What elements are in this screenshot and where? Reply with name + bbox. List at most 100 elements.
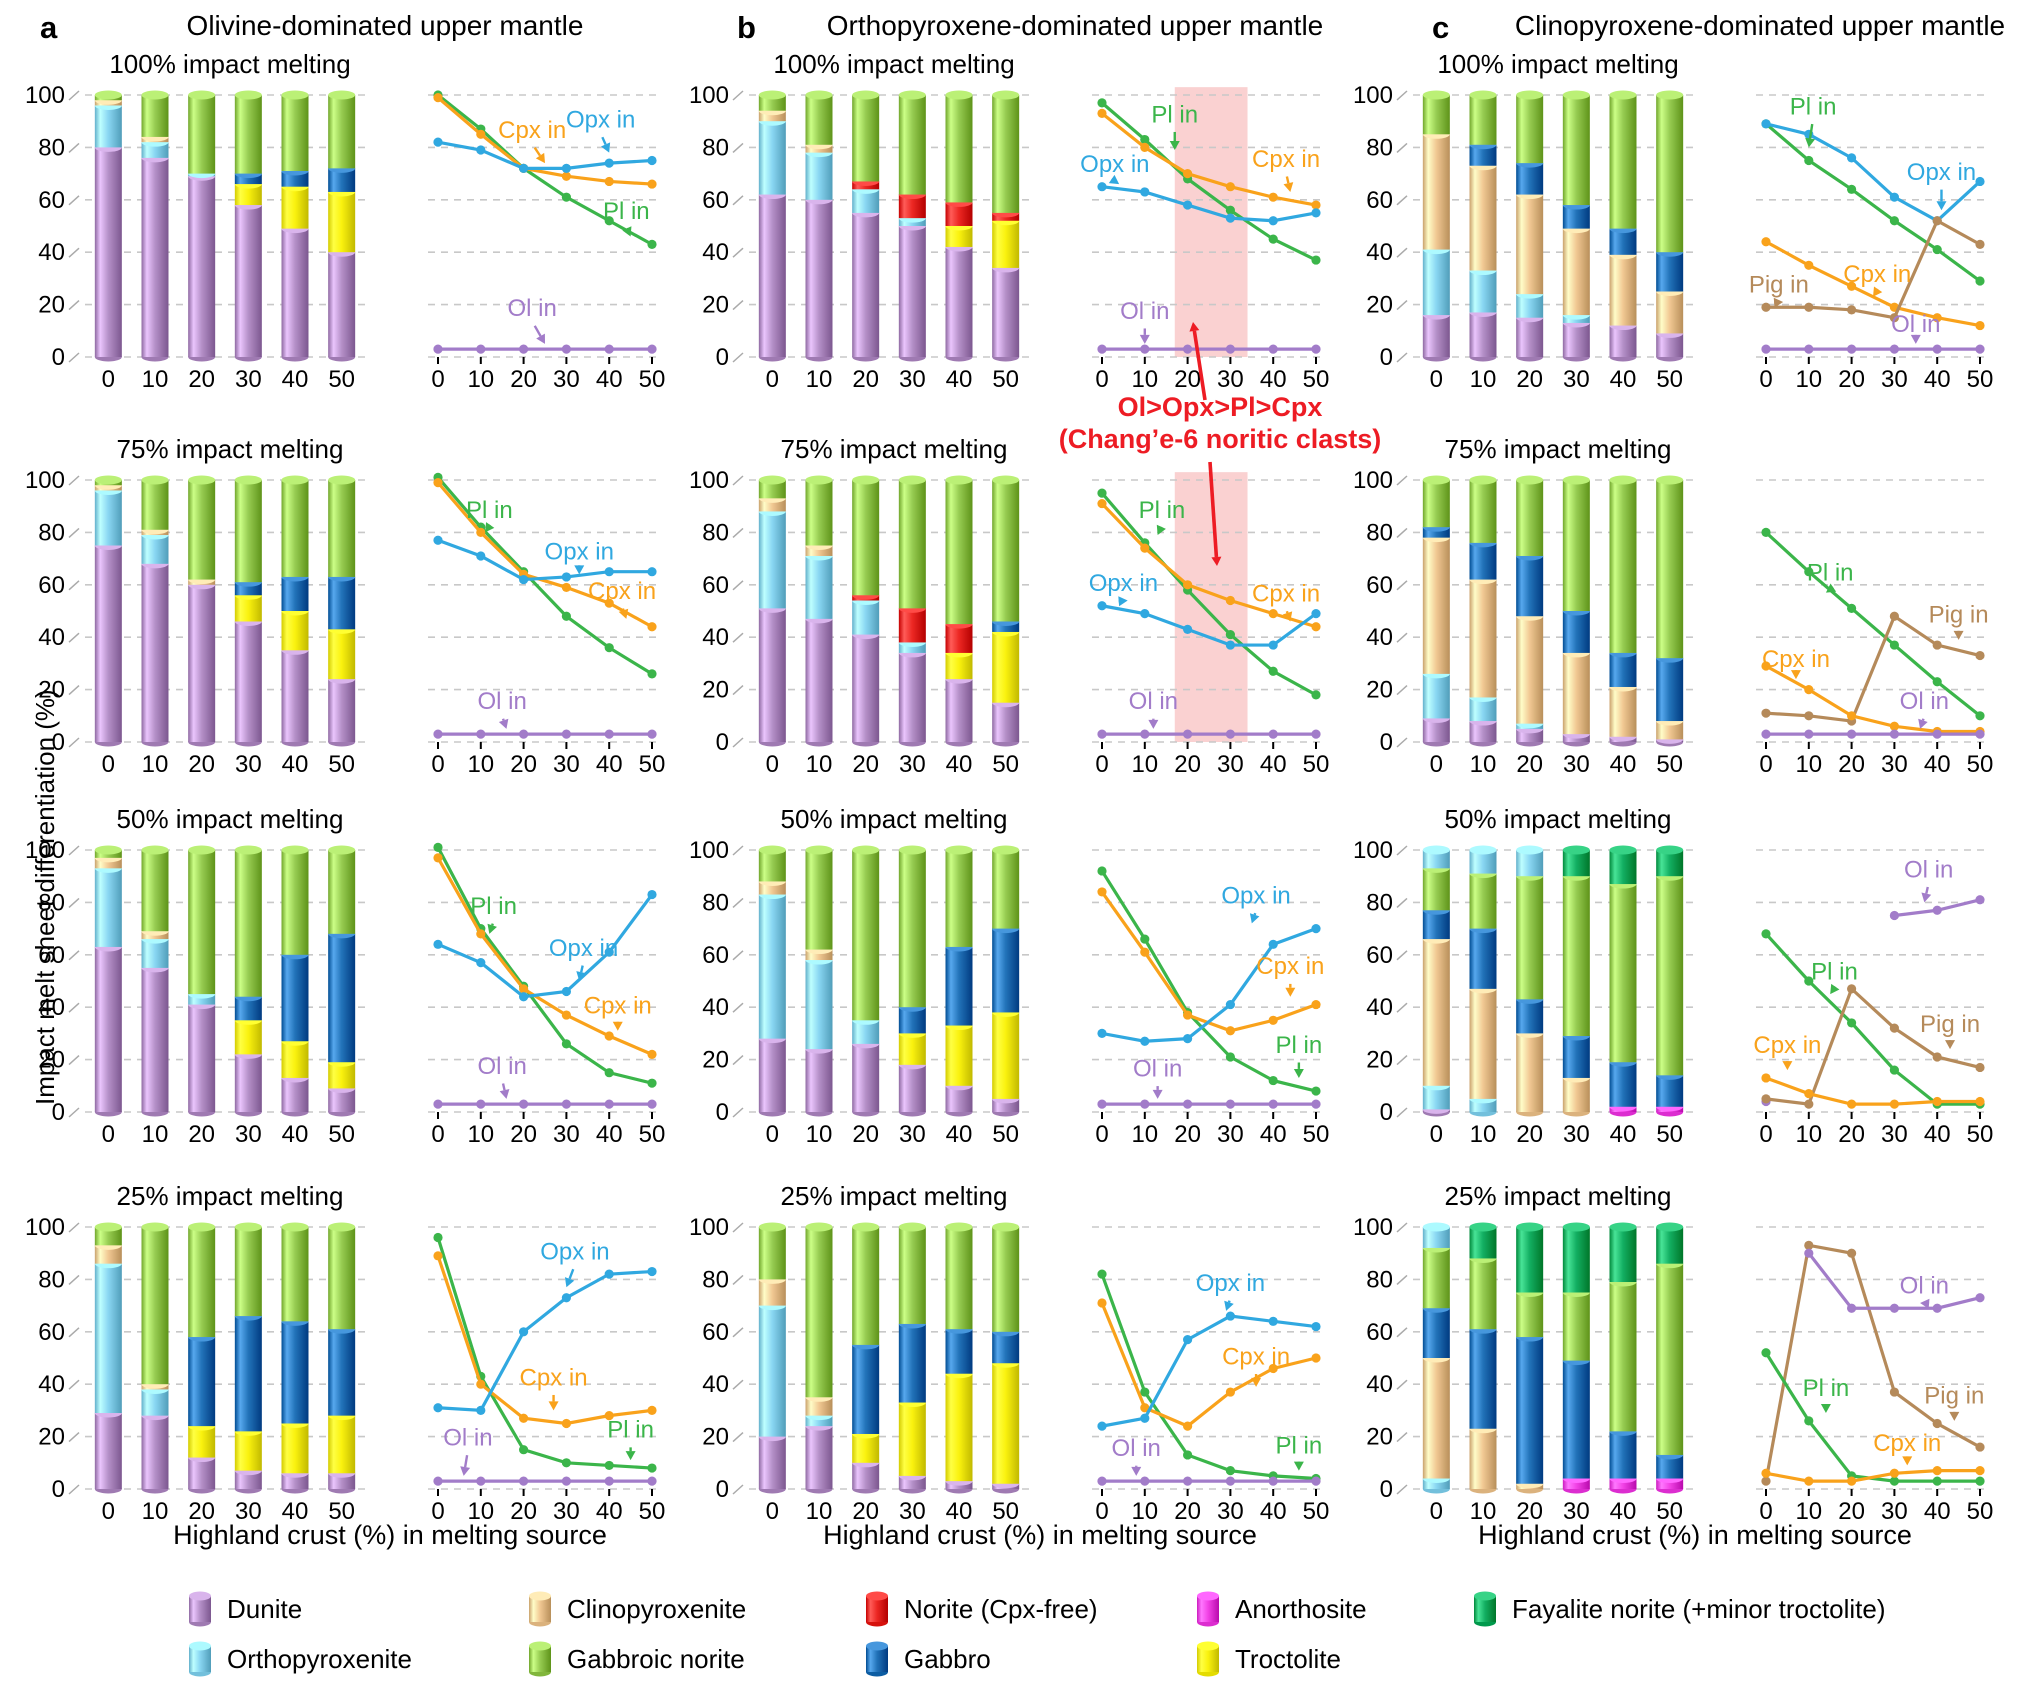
x-tick-label: 40	[596, 751, 623, 778]
bar-x40	[1609, 90, 1637, 362]
legend-item-gabbroic_norite: Gabbroic norite	[525, 1638, 745, 1680]
series-opx	[433, 889, 657, 1002]
bar-segment-gabbroic_norite	[898, 480, 926, 609]
line-label-cpx: Cpx in	[1873, 1430, 1941, 1457]
bar-segment-troctolite	[281, 1041, 309, 1078]
y-tick-label: 60	[38, 572, 65, 599]
bar-segment-gabbroic_norite	[1656, 95, 1684, 253]
x-tick-label: 0	[431, 1121, 444, 1148]
bar-segment-dunite	[992, 702, 1020, 742]
bar-segment-dunite	[141, 157, 169, 357]
bar-segment-dunite	[1656, 333, 1684, 357]
x-tick-label: 0	[431, 1498, 444, 1525]
bar-segment-gabbroic_norite	[328, 480, 356, 577]
bar-x40	[281, 1222, 309, 1494]
x-tick-label: 50	[1967, 1498, 1994, 1525]
line-label-cpx: Cpx in	[1762, 646, 1830, 673]
bar-segment-gabbro	[234, 1316, 262, 1432]
y-tick-label: 20	[38, 1047, 65, 1074]
bar-segment-clinopyroxenite	[1562, 1077, 1590, 1112]
y-tick-label: 40	[1366, 239, 1393, 266]
x-tick-label: 30	[1881, 1121, 1908, 1148]
x-tick-label: 50	[639, 1498, 666, 1525]
x-tick-label: 30	[899, 751, 926, 778]
panel-c-row-0-lines-chart: 0 10 20 30 40 50 Pl in Opx in Cpx in Pig in Ol in	[1749, 93, 1994, 393]
panel-a-row-1-title: 75% impact melting	[116, 434, 344, 464]
bar-segment-gabbro	[945, 946, 973, 1026]
bar-segment-gabbroic_norite	[234, 850, 262, 997]
y-tick-label: 0	[52, 729, 65, 756]
bar-x0	[94, 1222, 122, 1494]
x-tick-label: 30	[899, 1498, 926, 1525]
bar-segment-dunite	[188, 1004, 216, 1112]
y-tick-label: 100	[689, 837, 729, 864]
x-tick-label: 40	[596, 366, 623, 393]
bar-segment-gabbro	[1609, 652, 1637, 687]
bar-segment-dunite	[852, 212, 880, 357]
bar-segment-dunite	[234, 1470, 262, 1489]
bar-segment-troctolite	[281, 611, 309, 651]
line-label-pl: Pl in	[470, 893, 517, 920]
bar-segment-gabbroic_norite	[281, 850, 309, 955]
bar-x10	[1469, 475, 1497, 747]
legend-item-gabbro: Gabbro	[862, 1638, 991, 1680]
bar-x30	[1562, 845, 1590, 1117]
bar-segment-orthopyroxenite	[758, 121, 786, 195]
bar-x10	[1469, 845, 1497, 1117]
bar-segment-dunite	[1516, 317, 1544, 357]
line-label-pl: Pl in	[1139, 497, 1186, 524]
bar-segment-troctolite	[898, 1402, 926, 1476]
bar-segment-orthopyroxenite	[1422, 249, 1450, 316]
x-tick-label: 20	[1516, 366, 1543, 393]
x-tick-label: 10	[1470, 1498, 1497, 1525]
bar-segment-gabbroic_norite	[1562, 480, 1590, 611]
series-ol	[1761, 895, 1985, 1107]
y-tick-label: 60	[38, 1319, 65, 1346]
x-tick-label: 40	[946, 1498, 973, 1525]
bar-segment-clinopyroxenite	[1469, 165, 1497, 271]
x-tick-label: 0	[1095, 366, 1108, 393]
x-tick-label: 50	[639, 751, 666, 778]
bar-x10	[805, 1222, 833, 1494]
line-label-pl: Pl in	[603, 198, 650, 225]
bar-segment-orthopyroxenite	[1422, 1478, 1450, 1489]
y-tick-label: 0	[716, 1476, 729, 1503]
bar-segment-orthopyroxenite	[898, 642, 926, 653]
bar-segment-dunite	[188, 584, 216, 742]
y-tick-label: 60	[38, 942, 65, 969]
x-tick-label: 50	[992, 366, 1019, 393]
y-tick-label: 0	[1380, 729, 1393, 756]
x-tick-label: 50	[639, 1121, 666, 1148]
y-tick-label: 20	[38, 677, 65, 704]
y-tick-label: 60	[702, 187, 729, 214]
bar-segment-dunite	[898, 652, 926, 742]
bar-segment-gabbro	[1469, 1329, 1497, 1429]
panel-b-row-3-title: 25% impact melting	[780, 1181, 1008, 1211]
legend-swatch-norite	[866, 1591, 888, 1627]
bar-segment-clinopyroxenite	[1656, 291, 1684, 334]
y-tick-label: 20	[702, 1047, 729, 1074]
bar-segment-troctolite	[898, 1033, 926, 1065]
x-tick-label: 30	[553, 751, 580, 778]
bar-segment-troctolite	[992, 1363, 1020, 1484]
panel-title-a: Olivine-dominated upper mantle	[186, 10, 584, 41]
x-axis-label-b: Highland crust (%) in melting source	[823, 1520, 1257, 1550]
line-label-ol: Ol in	[1129, 688, 1178, 715]
series-pl	[1097, 98, 1321, 265]
annotation-line1: Ol>Opx>Pl>Cpx	[1117, 392, 1323, 422]
panel-b-row-0-bars-chart: 0 20 40 60 80 100 0 10 20 30 40 50	[689, 82, 1029, 393]
x-tick-label: 30	[553, 366, 580, 393]
bar-x50	[992, 90, 1020, 362]
x-tick-label: 20	[188, 1498, 215, 1525]
x-tick-label: 10	[142, 1121, 169, 1148]
x-tick-label: 40	[1260, 366, 1287, 393]
y-tick-label: 100	[25, 1214, 65, 1241]
bar-segment-clinopyroxenite	[94, 1245, 122, 1264]
panel-a-row-0-title: 100% impact melting	[109, 49, 351, 79]
bar-x40	[281, 475, 309, 747]
x-tick-label: 0	[766, 1498, 779, 1525]
bar-segment-gabbro	[1469, 542, 1497, 580]
y-tick-label: 0	[1380, 1476, 1393, 1503]
panel-a-row-2-lines-chart: 0 10 20 30 40 50 Pl in Opx in Cpx in Ol in	[428, 842, 665, 1148]
bar-segment-dunite	[805, 618, 833, 742]
